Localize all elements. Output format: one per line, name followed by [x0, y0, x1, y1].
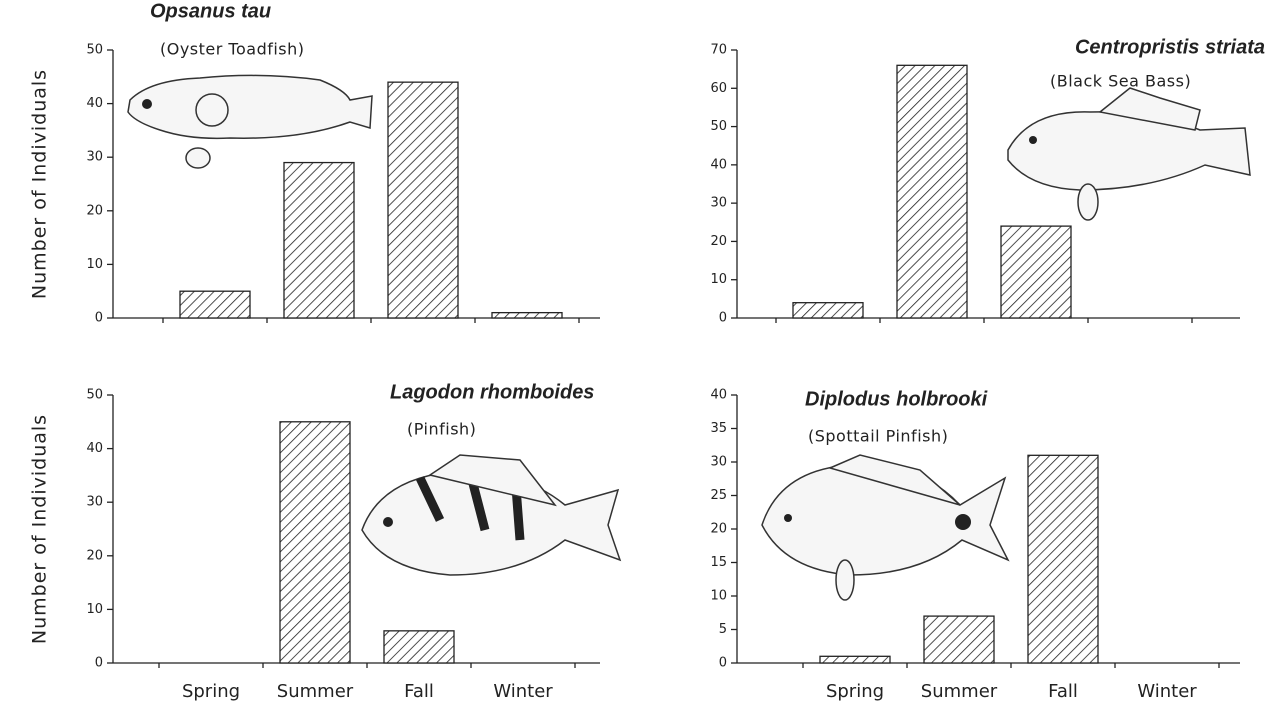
y-tick-label: 40 [710, 388, 727, 403]
y-tick-label: 20 [710, 522, 727, 537]
y-tick-label: 10 [86, 602, 103, 617]
y-tick-label: 20 [86, 548, 103, 563]
bar [284, 163, 354, 318]
chart-subtitle: (Black Sea Bass) [1050, 72, 1191, 91]
y-tick-label: 30 [710, 196, 727, 211]
bar [388, 82, 458, 318]
bar [1001, 226, 1071, 318]
x-tick-label: Summer [277, 681, 354, 702]
bar [280, 422, 350, 663]
chart-subtitle: (Pinfish) [407, 420, 476, 439]
x-tick-label: Spring [826, 681, 884, 702]
x-tick-label: Spring [182, 681, 240, 702]
chart-subtitle: (Oyster Toadfish) [160, 40, 305, 59]
y-tick-label: 10 [710, 589, 727, 604]
chart-title: Opsanus tau [150, 0, 271, 22]
toadfish-drawing [128, 75, 372, 168]
y-tick-label: 0 [719, 656, 727, 671]
chart-title: Centropristis striata [1075, 36, 1265, 58]
chart-title: Diplodus holbrooki [805, 388, 988, 410]
y-tick-label: 20 [86, 203, 103, 218]
y-tick-label: 50 [86, 43, 103, 58]
y-tick-label: 25 [710, 488, 727, 503]
y-tick-label: 0 [95, 311, 103, 326]
y-tick-label: 15 [710, 555, 727, 570]
bar [897, 65, 967, 318]
x-tick-label: Summer [921, 681, 998, 702]
bar [793, 303, 863, 318]
sea-bass-drawing [1008, 88, 1250, 220]
y-tick-label: 50 [710, 119, 727, 134]
pinfish-drawing [362, 455, 620, 575]
y-tick-label: 40 [86, 441, 103, 456]
spottail-pinfish-drawing [762, 455, 1008, 600]
y-tick-label: 60 [710, 81, 727, 96]
bar [492, 313, 562, 318]
y-tick-label: 40 [86, 96, 103, 111]
chart-subtitle: (Spottail Pinfish) [808, 427, 948, 446]
bar [180, 291, 250, 318]
y-axis-label: Number of Individuals [29, 414, 51, 644]
bar [924, 616, 994, 663]
y-tick-label: 70 [710, 43, 727, 58]
y-tick-label: 5 [719, 622, 727, 637]
y-axis-label: Number of Individuals [29, 69, 51, 299]
x-tick-label: Fall [404, 681, 434, 702]
y-tick-label: 50 [86, 388, 103, 403]
y-tick-label: 0 [95, 656, 103, 671]
bar [384, 631, 454, 663]
y-tick-label: 30 [710, 455, 727, 470]
y-tick-label: 20 [710, 234, 727, 249]
chart-title: Lagodon rhomboides [390, 381, 594, 403]
figure: Opsanus tau (Oyster Toadfish) Number of In… [0, 0, 1275, 715]
y-tick-label: 0 [719, 311, 727, 326]
y-tick-label: 40 [710, 157, 727, 172]
bar [820, 656, 890, 663]
x-tick-label: Winter [1137, 681, 1197, 702]
y-tick-label: 10 [86, 257, 103, 272]
x-tick-label: Fall [1048, 681, 1078, 702]
y-tick-label: 35 [710, 421, 727, 436]
y-tick-label: 30 [86, 495, 103, 510]
bar [1028, 455, 1098, 663]
y-tick-label: 10 [710, 272, 727, 287]
y-tick-label: 30 [86, 150, 103, 165]
x-tick-label: Winter [493, 681, 553, 702]
